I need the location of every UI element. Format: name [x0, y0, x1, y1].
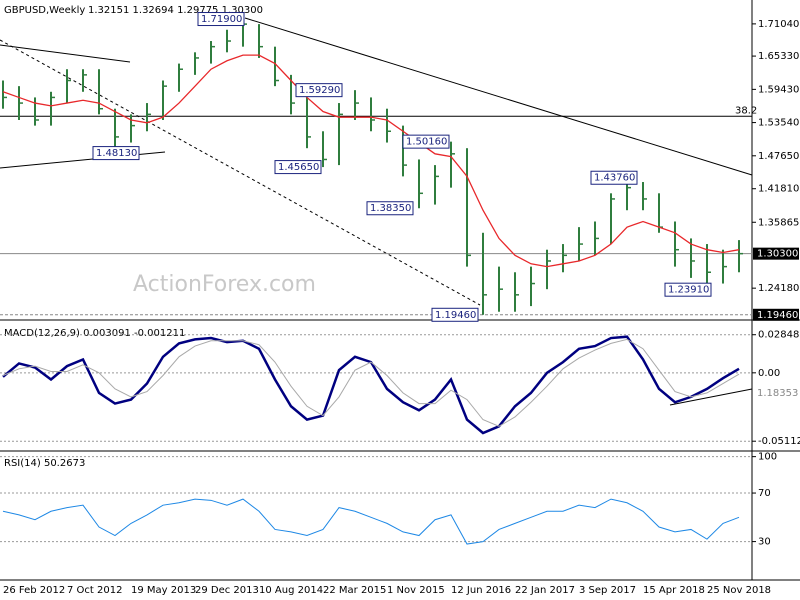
price-annotation-box [92, 146, 140, 161]
price-annotation: 1.59290 [299, 85, 340, 96]
price-annotation: 1.23910 [668, 285, 709, 296]
price-annotation: 1.50160 [406, 137, 447, 148]
y-tick-label: 1.71040 [758, 19, 799, 30]
y-tick-label: 1.59430 [758, 84, 799, 95]
price-annotation: 1.43760 [594, 173, 635, 184]
x-tick-label: 1 Nov 2015 [387, 585, 445, 596]
x-tick-label: 3 Sep 2017 [579, 585, 636, 596]
x-tick-label: 22 Mar 2015 [323, 585, 386, 596]
x-tick-label: 19 May 2013 [131, 585, 196, 596]
trend-line [669, 388, 753, 406]
price-annotation: 1.19460 [435, 310, 476, 321]
price-annotation-box [431, 307, 479, 322]
y-tick-label: 1.41810 [758, 184, 799, 195]
price-annotation: 1.48130 [96, 148, 137, 159]
price-annotation: 1.38350 [370, 203, 411, 214]
trend-line [0, 39, 481, 306]
level-box [753, 247, 799, 260]
y-tick-label: 0.028489 [758, 330, 800, 341]
price-annotation: 1.71900 [201, 14, 242, 25]
y-tick-label: 30 [758, 537, 771, 548]
x-tick-label: 25 Nov 2018 [707, 585, 771, 596]
trend-line [244, 17, 753, 176]
y-tick-label: -0.051125 [758, 436, 800, 447]
price-annotation-box [274, 160, 322, 175]
y-tick-label: 1.35865 [758, 217, 799, 228]
x-tick-label: 26 Feb 2012 [3, 585, 65, 596]
y-tick-label: 70 [758, 488, 771, 499]
trend-line [0, 44, 131, 63]
price-annotation: 1.45650 [278, 162, 319, 173]
price-annotation-box [664, 282, 712, 297]
chart-title: GBPUSD,Weekly [4, 5, 85, 16]
x-tick-label: 15 Apr 2018 [643, 585, 705, 596]
watermark: ActionForex.com [133, 272, 316, 297]
level-box [753, 308, 799, 321]
price-annotation-box [295, 83, 343, 98]
fib-label: 38.2 [735, 105, 757, 116]
y-tick-label: 1.65330 [758, 51, 799, 62]
price-annotation-box [590, 170, 638, 185]
y-tick-label: 0.00 [758, 368, 780, 379]
y-tick-label: 1.53540 [758, 118, 799, 129]
axis-note: 1.18353 [757, 388, 798, 399]
moving-average [2, 54, 740, 268]
price-annotation-box [197, 12, 245, 27]
x-tick-label: 7 Oct 2012 [67, 585, 122, 596]
x-tick-label: 12 Jun 2016 [451, 585, 511, 596]
price-annotation-box [366, 201, 414, 216]
x-tick-label: 29 Dec 2013 [195, 585, 259, 596]
y-tick-label: 1.24180 [758, 283, 799, 294]
price-annotation-box [402, 134, 450, 149]
panel-title: RSI(14) 50.2673 [4, 458, 85, 469]
level-label: 1.30300 [757, 249, 798, 260]
level-label: 1.19460 [757, 310, 798, 321]
y-tick-label: 100 [758, 452, 777, 463]
panel-title: MACD(12,26,9) 0.003091 -0.001211 [4, 328, 185, 339]
x-tick-label: 10 Aug 2014 [259, 585, 323, 596]
y-tick-label: 1.47650 [758, 151, 799, 162]
x-tick-label: 22 Jan 2017 [515, 585, 575, 596]
rsi-line [2, 498, 740, 545]
chart-subtitle: 1.32151 1.32694 1.29775 1.30300 [88, 5, 263, 16]
signal-line [2, 338, 740, 427]
